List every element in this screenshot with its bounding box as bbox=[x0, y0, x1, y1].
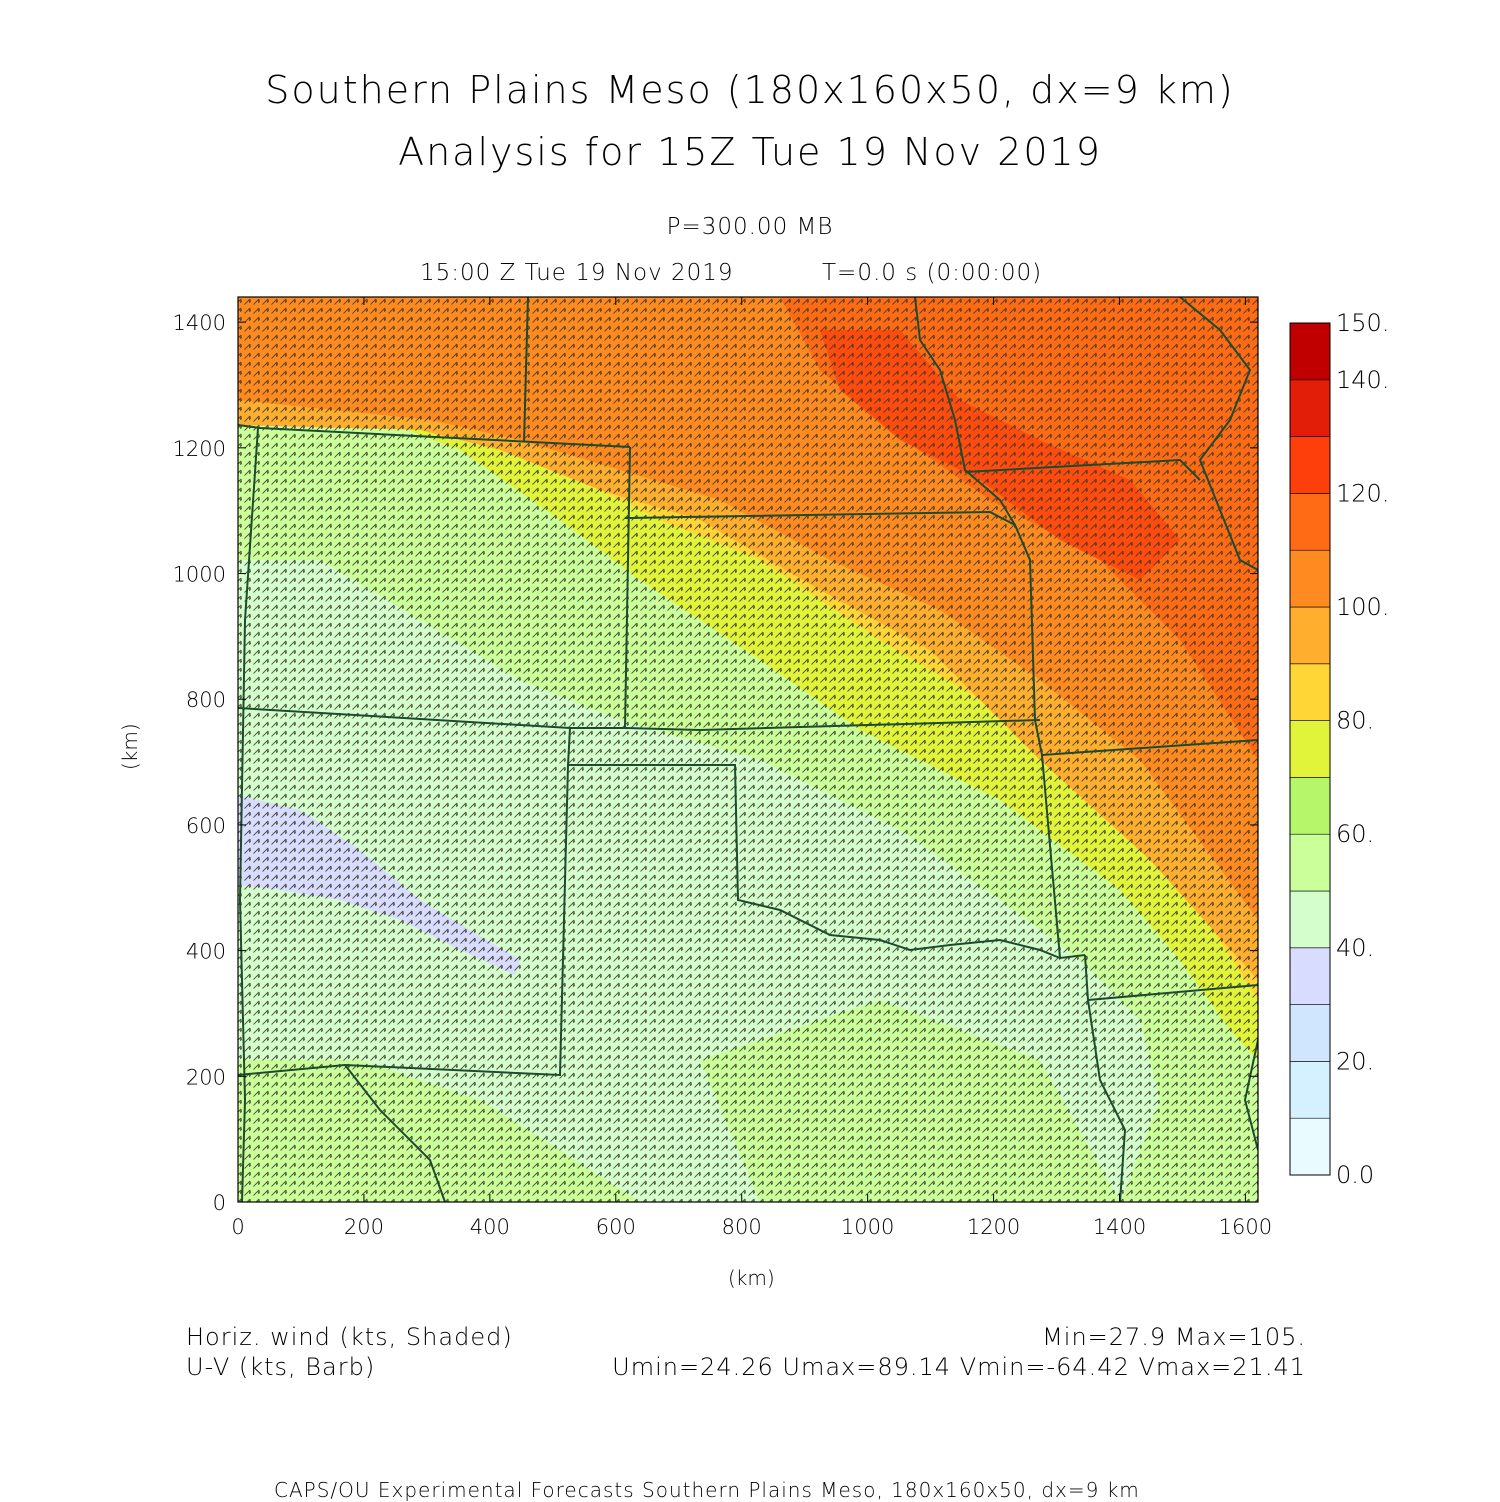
x-tick-label: 1000 bbox=[841, 1215, 894, 1239]
footer-credit: CAPS/OU Experimental Forecasts Southern … bbox=[274, 1478, 1140, 1502]
colorbar-swatch bbox=[1289, 1004, 1331, 1062]
title-line-1: Southern Plains Meso (180x160x50, dx=9 k… bbox=[265, 68, 1235, 112]
valid-time: 15:00 Z Tue 19 Nov 2019 bbox=[420, 260, 734, 286]
shaded-field-label: Horiz. wind (kts, Shaded) bbox=[186, 1323, 513, 1351]
colorbar-label: 40. bbox=[1336, 934, 1374, 962]
y-axis-ticks: 0 200 400 600 800 1000 1200 1400 bbox=[173, 311, 1258, 1215]
y-tick-label: 600 bbox=[186, 814, 226, 838]
colorbar-swatch bbox=[1289, 1061, 1331, 1119]
y-tick-label: 200 bbox=[186, 1065, 226, 1089]
x-tick-label: 0 bbox=[231, 1215, 244, 1239]
colorbar-swatch bbox=[1289, 1117, 1331, 1176]
y-tick-label: 1400 bbox=[173, 311, 226, 335]
colorbar-swatch bbox=[1289, 777, 1331, 835]
colorbar-label: 60. bbox=[1336, 820, 1374, 848]
x-tick-label: 400 bbox=[470, 1215, 510, 1239]
x-axis-label: (km) bbox=[728, 1266, 775, 1290]
pressure-level: P=300.00 MB bbox=[666, 214, 834, 240]
y-tick-label: 800 bbox=[186, 688, 226, 712]
x-axis-ticks: 0 200 400 600 800 1000 1200 1400 1600 bbox=[231, 297, 1272, 1239]
colorbar-swatch bbox=[1289, 379, 1331, 437]
colorbar: 150. 140. 120. 100. 80. 60. 40. 20. 0.0 bbox=[1289, 309, 1389, 1189]
colorbar-label: 100. bbox=[1336, 593, 1389, 621]
x-tick-label: 600 bbox=[596, 1215, 636, 1239]
colorbar-swatch bbox=[1289, 890, 1331, 949]
y-tick-label: 400 bbox=[186, 940, 226, 964]
colorbar-swatch bbox=[1289, 549, 1331, 608]
x-tick-label: 1200 bbox=[967, 1215, 1020, 1239]
colorbar-label: 0.0 bbox=[1336, 1161, 1374, 1189]
colorbar-swatch bbox=[1289, 322, 1331, 381]
x-tick-label: 800 bbox=[722, 1215, 762, 1239]
wind-barbs bbox=[238, 297, 1258, 1202]
x-tick-label: 200 bbox=[344, 1215, 384, 1239]
y-axis-label: (km) bbox=[118, 723, 142, 770]
plot-frame bbox=[237, 296, 1259, 1203]
model-time: T=0.0 s (0:00:00) bbox=[822, 260, 1043, 286]
x-tick-label: 1400 bbox=[1093, 1215, 1146, 1239]
colorbar-label: 120. bbox=[1336, 479, 1389, 507]
colorbar-label: 150. bbox=[1336, 309, 1389, 337]
colorbar-label: 140. bbox=[1336, 366, 1389, 394]
colorbar-swatch bbox=[1289, 947, 1331, 1005]
y-tick-label: 1000 bbox=[173, 563, 226, 587]
colorbar-label: 20. bbox=[1336, 1047, 1374, 1075]
state-boundaries bbox=[238, 297, 1258, 1202]
colorbar-swatch bbox=[1289, 720, 1331, 778]
y-tick-label: 1200 bbox=[173, 437, 226, 461]
colorbar-swatch bbox=[1289, 436, 1331, 494]
y-tick-label: 0 bbox=[213, 1191, 226, 1215]
colorbar-frame bbox=[1289, 322, 1331, 1176]
barb-field-label: U-V (kts, Barb) bbox=[186, 1353, 376, 1381]
colorbar-label: 80. bbox=[1336, 707, 1374, 735]
uv-stats: Umin=24.26 Umax=89.14 Vmin=-64.42 Vmax=2… bbox=[612, 1353, 1306, 1381]
title-line-2: Analysis for 15Z Tue 19 Nov 2019 bbox=[398, 130, 1102, 174]
x-tick-label: 1600 bbox=[1219, 1215, 1272, 1239]
colorbar-swatch bbox=[1289, 606, 1331, 665]
colorbar-swatch bbox=[1289, 663, 1331, 721]
colorbar-swatch bbox=[1289, 833, 1331, 892]
colorbar-swatch bbox=[1289, 493, 1331, 551]
min-max-stats: Min=27.9 Max=105. bbox=[1042, 1323, 1306, 1351]
